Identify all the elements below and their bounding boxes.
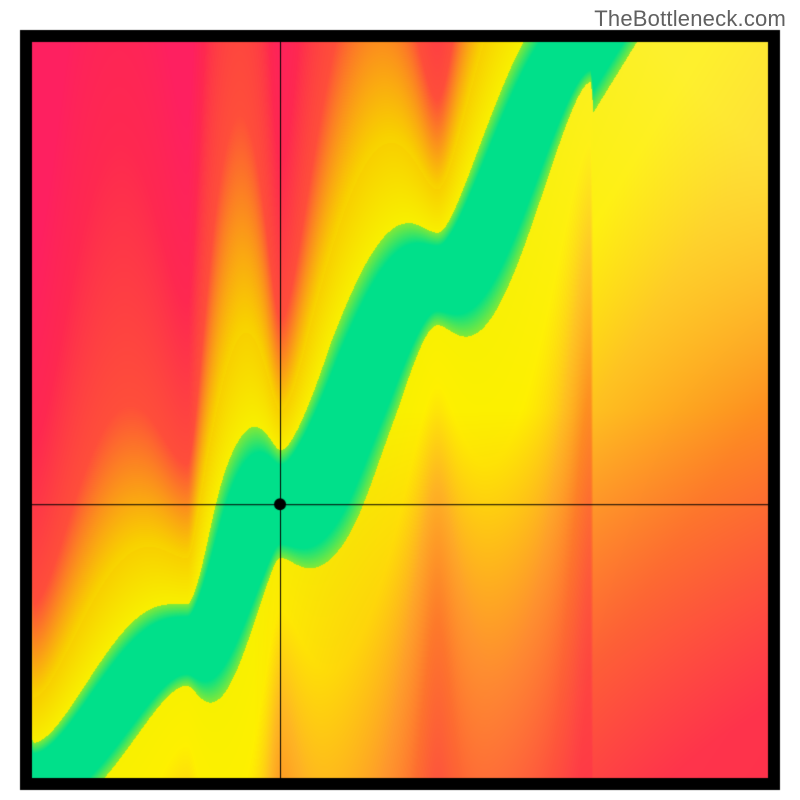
watermark-text: TheBottleneck.com (594, 6, 786, 32)
bottleneck-heatmap-canvas (0, 0, 800, 800)
chart-container: TheBottleneck.com (0, 0, 800, 800)
